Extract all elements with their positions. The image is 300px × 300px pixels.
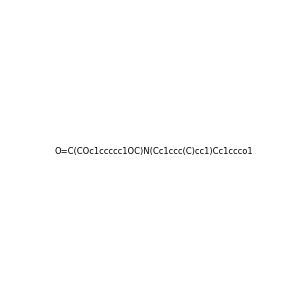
Text: O=C(COc1ccccc1OC)N(Cc1ccc(C)cc1)Cc1ccco1: O=C(COc1ccccc1OC)N(Cc1ccc(C)cc1)Cc1ccco1 xyxy=(54,147,253,156)
